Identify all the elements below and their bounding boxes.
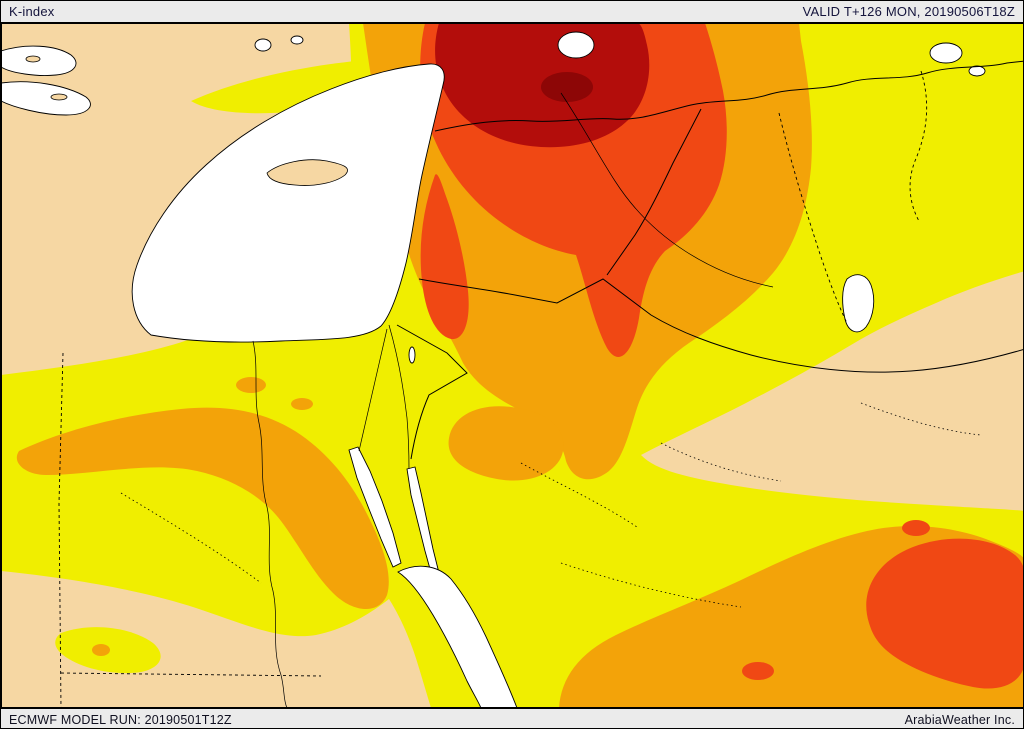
border-turkey-syria (434, 60, 1023, 132)
contour-orange-center-patch (448, 406, 564, 481)
lake-turkey-2 (290, 35, 304, 45)
border-layer (58, 60, 1023, 708)
contour-red-spot-1 (742, 662, 774, 680)
sea-mediterranean (131, 63, 445, 343)
header-bar: K-index VALID T+126 MON, 20190506T18Z (1, 1, 1023, 23)
island-cyprus (266, 159, 348, 186)
contour-red-levant-arm (420, 174, 469, 340)
border-iraq-saudi-jordan (418, 278, 1023, 373)
border-turkey-iran (909, 70, 928, 222)
sea-persian-gulf (842, 274, 875, 333)
valid-time-label: VALID T+126 MON, 20190506T18Z (802, 4, 1015, 19)
river-euphrates (560, 92, 774, 288)
contour-orange-delta-spot-1 (236, 377, 266, 393)
lake-tuz (557, 31, 595, 59)
border-egypt-libya (58, 352, 64, 708)
admin-line-egypt (120, 492, 262, 584)
border-israel-jordan (388, 324, 410, 470)
border-israel-egypt (358, 328, 388, 452)
contour-red-spot-2 (902, 520, 930, 536)
lake-urmia (968, 65, 986, 77)
sea-gulf-of-suez (348, 446, 402, 568)
island-aegean-1 (25, 55, 41, 63)
contour-red-southeast-mass (866, 538, 1023, 689)
lake-dead-sea (408, 346, 416, 364)
border-egypt-sudan (60, 672, 322, 677)
sea-layer (1, 31, 986, 708)
admin-line-saudi-3 (860, 402, 982, 436)
border-jordan-saudi-zigzag (396, 324, 468, 460)
river-nile (252, 340, 288, 708)
border-iraq-iran (778, 112, 848, 324)
attribution-label: ArabiaWeather Inc. (904, 712, 1015, 727)
contour-layer (1, 23, 1023, 708)
map-frame (1, 23, 1023, 708)
border-syria-iraq (606, 108, 702, 276)
sea-aegean-patch-2 (1, 81, 91, 116)
lake-turkey-1 (254, 38, 272, 52)
map-area (1, 23, 1023, 708)
contour-deepred-spot (541, 72, 593, 102)
kindex-map (1, 23, 1023, 708)
contour-orange-egypt-sinai-band (16, 407, 389, 610)
admin-line-saudi-1 (520, 462, 638, 528)
lake-van (929, 42, 963, 64)
model-run-label: ECMWF MODEL RUN: 20190501T12Z (9, 712, 232, 727)
admin-line-saudi-2 (660, 442, 782, 482)
sea-red-sea (397, 565, 518, 708)
contour-orange-upper-egypt-spot (92, 644, 110, 656)
island-aegean-2 (50, 93, 68, 101)
page-title: K-index (9, 4, 55, 19)
contour-orange-delta-spot-2 (291, 398, 313, 410)
footer-bar: ECMWF MODEL RUN: 20190501T12Z ArabiaWeat… (1, 708, 1023, 728)
